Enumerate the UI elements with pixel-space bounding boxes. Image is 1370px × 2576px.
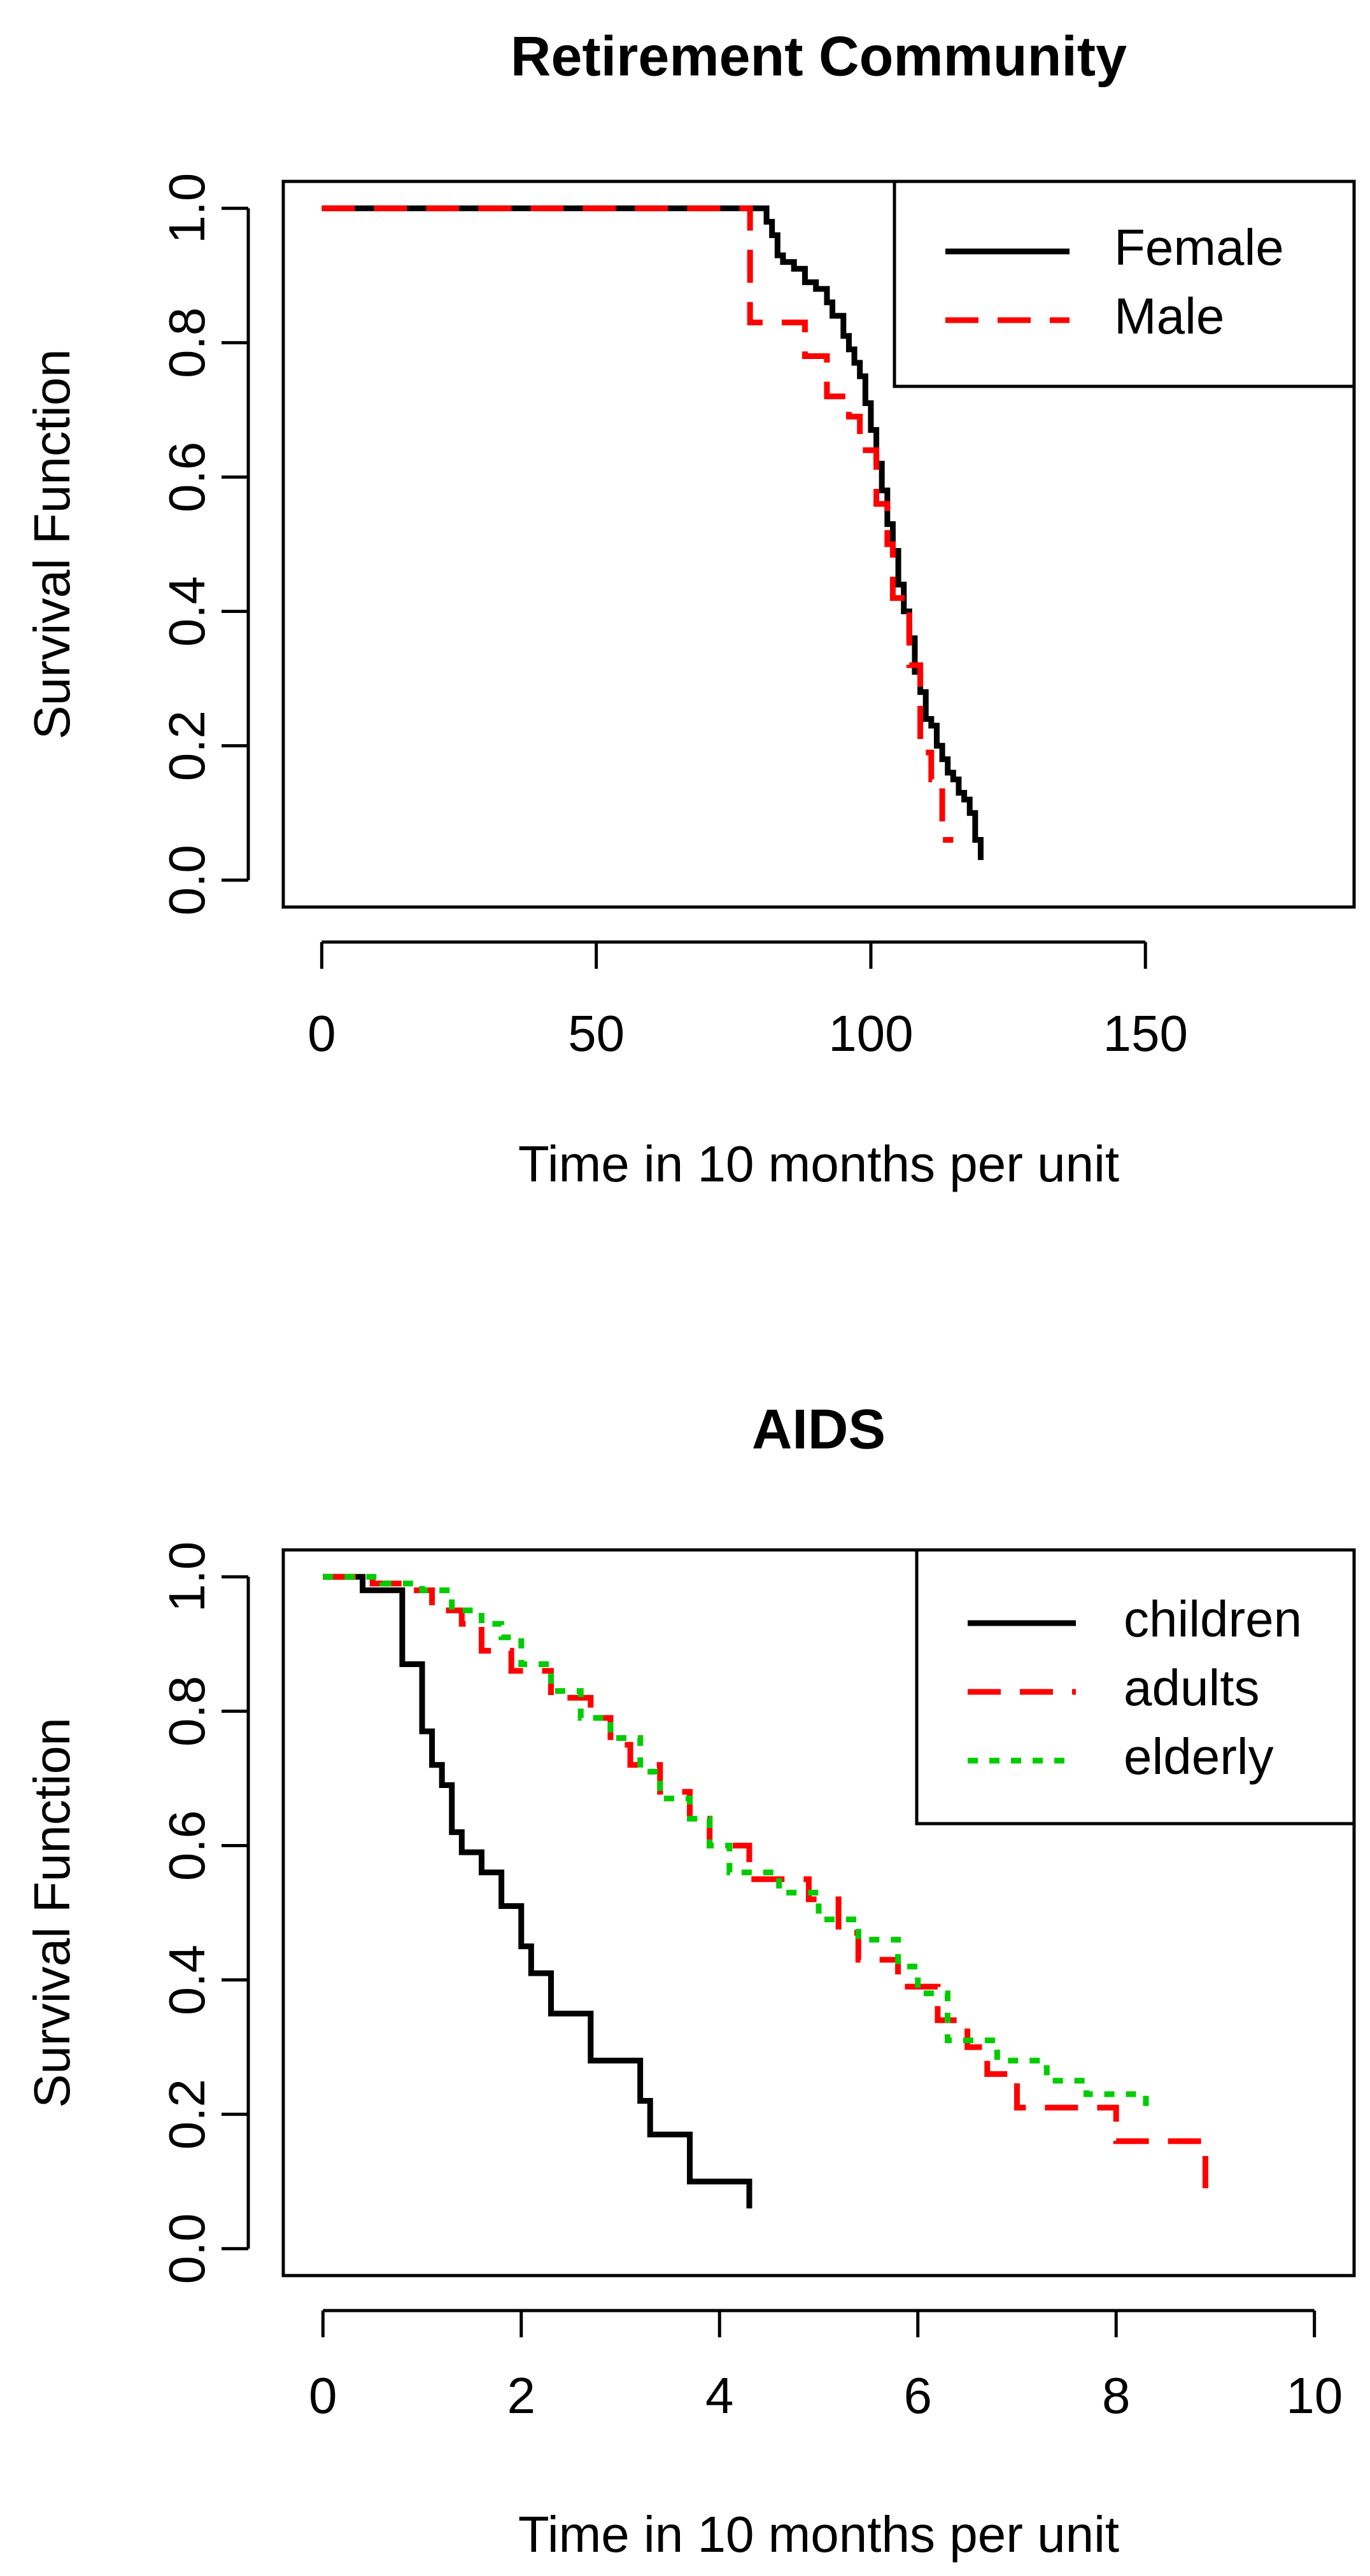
- legend-box: [893, 179, 1356, 388]
- y-tick-label: 0.6: [159, 1810, 215, 1881]
- y-tick-label: 0.4: [159, 576, 215, 647]
- y-tick-label: 0.8: [159, 307, 215, 378]
- x-tick-label: 10: [1286, 2367, 1343, 2424]
- y-tick-label: 0.4: [159, 1945, 215, 2015]
- legend-label-male: Male: [1114, 288, 1224, 344]
- y-tick-label: 0.0: [159, 845, 215, 915]
- chart-retirement-community: Retirement Community 0 50 100 150 0.0 0.2 0.4 0.…: [24, 24, 1356, 1192]
- plot-frame: [281, 179, 1356, 909]
- y-tick-label: 1.0: [159, 1542, 215, 1612]
- y-tick-label: 0.6: [159, 442, 215, 512]
- x-axis-label: Time in 10 months per unit: [518, 2506, 1119, 2563]
- legend-box: [915, 1548, 1356, 1826]
- x-tick-label: 6: [903, 2367, 932, 2424]
- x-tick-label: 0: [309, 2367, 337, 2424]
- y-axis-label: Survival Function: [24, 1717, 80, 2108]
- x-axis-label: Time in 10 months per unit: [518, 1136, 1119, 1192]
- x-tick-label: 2: [507, 2367, 536, 2424]
- y-tick-label: 1.0: [159, 173, 215, 244]
- chart-title: Retirement Community: [511, 24, 1127, 87]
- x-tick-label: 4: [705, 2367, 734, 2424]
- x-tick-label: 150: [1103, 1005, 1187, 1062]
- series-line-elderly: [323, 1573, 1149, 2115]
- x-tick-label: 8: [1102, 2367, 1131, 2424]
- series-line-adults: [323, 1573, 1208, 2188]
- y-axis-label: Survival Function: [24, 349, 80, 740]
- y-tick-label: 0.2: [159, 2079, 215, 2150]
- legend-label-elderly: elderly: [1124, 1728, 1274, 1785]
- series-line-female: [321, 205, 984, 861]
- series-line-children: [323, 1573, 752, 2209]
- chart-aids: AIDS 0 2 4 6 8 10 0.0 0.2 0.4 0.6 0.8 1.0 Time in 10 …: [24, 1397, 1356, 2563]
- legend-label-female: Female: [1114, 219, 1284, 276]
- y-tick-label: 0.2: [159, 710, 215, 781]
- plot-frame: [281, 1548, 1356, 2277]
- x-tick-label: 0: [307, 1005, 336, 1062]
- y-tick-label: 0.0: [159, 2213, 215, 2284]
- series-line-male: [321, 205, 954, 843]
- chart-title: AIDS: [752, 1397, 886, 1460]
- x-tick-label: 100: [828, 1005, 913, 1062]
- legend-label-adults: adults: [1124, 1659, 1259, 1716]
- x-tick-label: 50: [568, 1005, 625, 1062]
- legend-label-children: children: [1124, 1591, 1302, 1647]
- y-tick-label: 0.8: [159, 1676, 215, 1747]
